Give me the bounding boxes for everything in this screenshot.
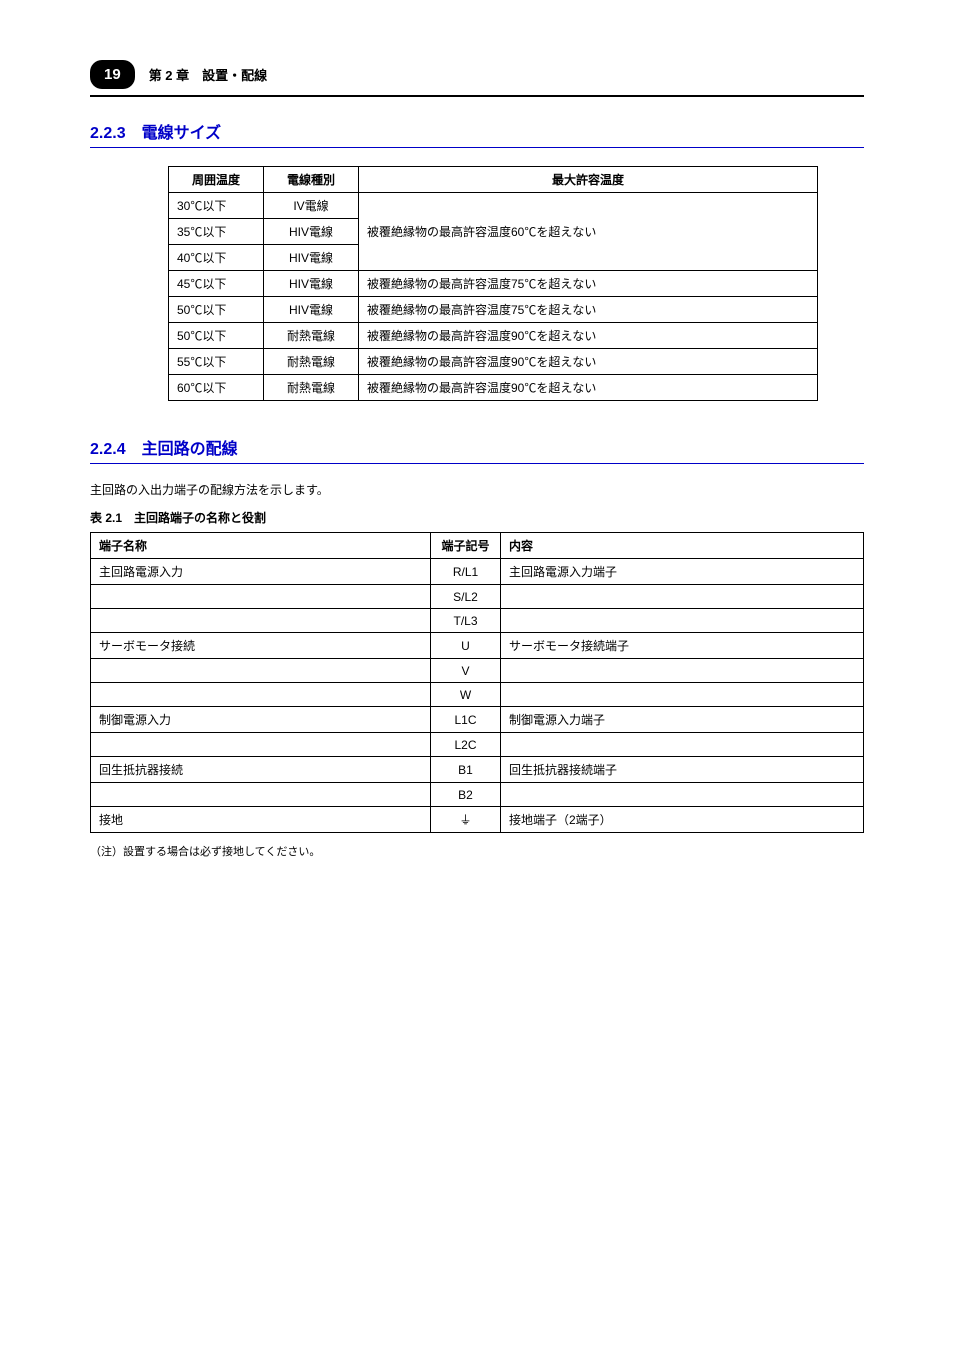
table-row: 制御電源入力 L1C 制御電源入力端子 xyxy=(91,707,864,733)
cell-symbol: V xyxy=(431,659,501,683)
wire-size-table: 周囲温度 電線種別 最大許容温度 30℃以下 IV電線 被覆絶縁物の最高許容温度… xyxy=(168,166,818,401)
cell-temp: 45℃以下 xyxy=(169,271,264,297)
cell-name: サーボモータ接続 xyxy=(91,633,431,659)
table2-caption: 表 2.1 主回路端子の名称と役割 xyxy=(90,509,864,526)
table-row: V xyxy=(91,659,864,683)
table-row: 45℃以下 HIV電線 被覆絶縁物の最高許容温度75℃を超えない xyxy=(169,271,818,297)
table-row: 接地 ⏚ 接地端子（2端子） xyxy=(91,807,864,833)
table2-footnote: （注）設置する場合は必ず接地してください。 xyxy=(90,843,864,859)
cell-temp: 35℃以下 xyxy=(169,219,264,245)
table1-wrapper: 周囲温度 電線種別 最大許容温度 30℃以下 IV電線 被覆絶縁物の最高許容温度… xyxy=(90,166,864,401)
page-header: 19 第 2 章 設置・配線 xyxy=(90,60,864,89)
cell-symbol: S/L2 xyxy=(431,585,501,609)
terminal-table: 端子名称 端子記号 内容 主回路電源入力 R/L1 主回路電源入力端子 S/L2… xyxy=(90,532,864,833)
cell-desc: 制御電源入力端子 xyxy=(501,707,864,733)
table-row: S/L2 xyxy=(91,585,864,609)
cell-note: 被覆絶縁物の最高許容温度90℃を超えない xyxy=(359,375,818,401)
page-number-badge: 19 xyxy=(90,60,135,89)
cell-note: 被覆絶縁物の最高許容温度60℃を超えない xyxy=(359,193,818,271)
cell-type: 耐熱電線 xyxy=(264,375,359,401)
table-row: 55℃以下 耐熱電線 被覆絶縁物の最高許容温度90℃を超えない xyxy=(169,349,818,375)
cell-name xyxy=(91,659,431,683)
table-row: 50℃以下 HIV電線 被覆絶縁物の最高許容温度75℃を超えない xyxy=(169,297,818,323)
col-header-desc: 内容 xyxy=(501,533,864,559)
cell-desc: 主回路電源入力端子 xyxy=(501,559,864,585)
table-header-row: 端子名称 端子記号 内容 xyxy=(91,533,864,559)
cell-desc: 回生抵抗器接続端子 xyxy=(501,757,864,783)
page: 19 第 2 章 設置・配線 2.2.3 電線サイズ 周囲温度 電線種別 最大許… xyxy=(0,0,954,859)
cell-symbol: R/L1 xyxy=(431,559,501,585)
cell-type: 耐熱電線 xyxy=(264,323,359,349)
table-row: 主回路電源入力 R/L1 主回路電源入力端子 xyxy=(91,559,864,585)
cell-type: HIV電線 xyxy=(264,271,359,297)
cell-type: IV電線 xyxy=(264,193,359,219)
section2-intro: 主回路の入出力端子の配線方法を示します。 xyxy=(90,482,864,499)
cell-name: 回生抵抗器接続 xyxy=(91,757,431,783)
cell-note: 被覆絶縁物の最高許容温度90℃を超えない xyxy=(359,323,818,349)
table-header-row: 周囲温度 電線種別 最大許容温度 xyxy=(169,167,818,193)
cell-name xyxy=(91,585,431,609)
cell-temp: 50℃以下 xyxy=(169,297,264,323)
cell-symbol: L2C xyxy=(431,733,501,757)
cell-name xyxy=(91,783,431,807)
cell-desc: サーボモータ接続端子 xyxy=(501,633,864,659)
cell-note: 被覆絶縁物の最高許容温度90℃を超えない xyxy=(359,349,818,375)
table-row: 回生抵抗器接続 B1 回生抵抗器接続端子 xyxy=(91,757,864,783)
cell-symbol: T/L3 xyxy=(431,609,501,633)
col-header-symbol: 端子記号 xyxy=(431,533,501,559)
cell-desc xyxy=(501,609,864,633)
col-header-note: 最大許容温度 xyxy=(359,167,818,193)
cell-symbol: L1C xyxy=(431,707,501,733)
cell-symbol: B1 xyxy=(431,757,501,783)
table-row: 60℃以下 耐熱電線 被覆絶縁物の最高許容温度90℃を超えない xyxy=(169,375,818,401)
table-row: サーボモータ接続 U サーボモータ接続端子 xyxy=(91,633,864,659)
section-rule-2 xyxy=(90,463,864,464)
cell-name: 主回路電源入力 xyxy=(91,559,431,585)
cell-symbol: B2 xyxy=(431,783,501,807)
table-row: 50℃以下 耐熱電線 被覆絶縁物の最高許容温度90℃を超えない xyxy=(169,323,818,349)
cell-temp: 55℃以下 xyxy=(169,349,264,375)
cell-desc xyxy=(501,585,864,609)
cell-temp: 40℃以下 xyxy=(169,245,264,271)
cell-type: HIV電線 xyxy=(264,219,359,245)
cell-symbol: W xyxy=(431,683,501,707)
cell-desc xyxy=(501,659,864,683)
cell-note: 被覆絶縁物の最高許容温度75℃を超えない xyxy=(359,271,818,297)
section-heading-1: 2.2.3 電線サイズ xyxy=(90,119,864,143)
table-row: 30℃以下 IV電線 被覆絶縁物の最高許容温度60℃を超えない xyxy=(169,193,818,219)
cell-desc: 接地端子（2端子） xyxy=(501,807,864,833)
col-header-temp: 周囲温度 xyxy=(169,167,264,193)
cell-name xyxy=(91,609,431,633)
cell-name: 制御電源入力 xyxy=(91,707,431,733)
cell-type: HIV電線 xyxy=(264,245,359,271)
cell-temp: 50℃以下 xyxy=(169,323,264,349)
table-row: T/L3 xyxy=(91,609,864,633)
cell-name xyxy=(91,733,431,757)
cell-type: HIV電線 xyxy=(264,297,359,323)
table-row: W xyxy=(91,683,864,707)
cell-desc xyxy=(501,783,864,807)
cell-symbol: ⏚ xyxy=(431,807,501,833)
cell-desc xyxy=(501,733,864,757)
cell-temp: 30℃以下 xyxy=(169,193,264,219)
table-row: L2C xyxy=(91,733,864,757)
cell-symbol: U xyxy=(431,633,501,659)
col-header-type: 電線種別 xyxy=(264,167,359,193)
cell-name xyxy=(91,683,431,707)
section-heading-2: 2.2.4 主回路の配線 xyxy=(90,435,864,459)
cell-note: 被覆絶縁物の最高許容温度75℃を超えない xyxy=(359,297,818,323)
header-rule xyxy=(90,95,864,97)
section-rule-1 xyxy=(90,147,864,148)
table-row: B2 xyxy=(91,783,864,807)
cell-name: 接地 xyxy=(91,807,431,833)
cell-temp: 60℃以下 xyxy=(169,375,264,401)
chapter-title: 第 2 章 設置・配線 xyxy=(149,65,267,84)
cell-type: 耐熱電線 xyxy=(264,349,359,375)
cell-desc xyxy=(501,683,864,707)
col-header-name: 端子名称 xyxy=(91,533,431,559)
